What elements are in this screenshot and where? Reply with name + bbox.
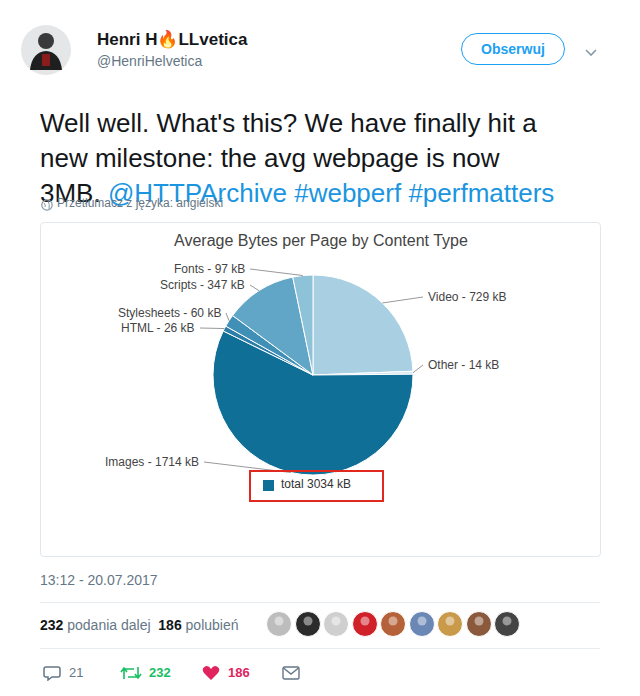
svg-text:HTML - 26 kB: HTML - 26 kB — [121, 321, 195, 335]
html-text:Przetłumacz z języka: angielsk: Przetłumacz z języka: angielski — [57, 196, 224, 210]
html-text:186: 186 — [228, 665, 250, 680]
html-text:3MB. @HTTPArchive #webperf #pe: 3MB. @HTTPArchive #webperf #perfmatters — [40, 178, 555, 208]
html-text:232 podania dalej: 232 podania dalej — [40, 617, 151, 633]
html-text:new milestone: the avg webpage: new milestone: the avg webpage is now — [40, 143, 500, 173]
svg-text:Average Bytes per Page by Cont: Average Bytes per Page by Content Type — [174, 232, 468, 249]
html-text:186 polubień: 186 polubień — [158, 617, 239, 633]
html-text:@HenriHelvetica: @HenriHelvetica — [97, 53, 203, 69]
svg-text:Stylesheets - 60 kB: Stylesheets - 60 kB — [118, 306, 221, 320]
html-text:232: 232 — [149, 665, 171, 680]
svg-text:Images - 1714 kB: Images - 1714 kB — [105, 455, 199, 469]
html-text:Well well. What's this? We hav: Well well. What's this? We have finally … — [40, 108, 537, 138]
svg-text:Scripts - 347 kB: Scripts - 347 kB — [160, 278, 245, 292]
html-text:13:12 - 20.07.2017: 13:12 - 20.07.2017 — [40, 572, 158, 588]
html-text:Obserwuj: Obserwuj — [481, 41, 545, 57]
svg-text:Other - 14 kB: Other - 14 kB — [428, 358, 499, 372]
html-text:total 3034 kB: total 3034 kB — [281, 477, 352, 491]
svg-text:Video - 729 kB: Video - 729 kB — [428, 290, 507, 304]
html-text:Henri H🔥LLvetica: Henri H🔥LLvetica — [97, 30, 248, 49]
svg-text:Fonts - 97 kB: Fonts - 97 kB — [174, 262, 245, 276]
html-text:21: 21 — [69, 665, 84, 680]
